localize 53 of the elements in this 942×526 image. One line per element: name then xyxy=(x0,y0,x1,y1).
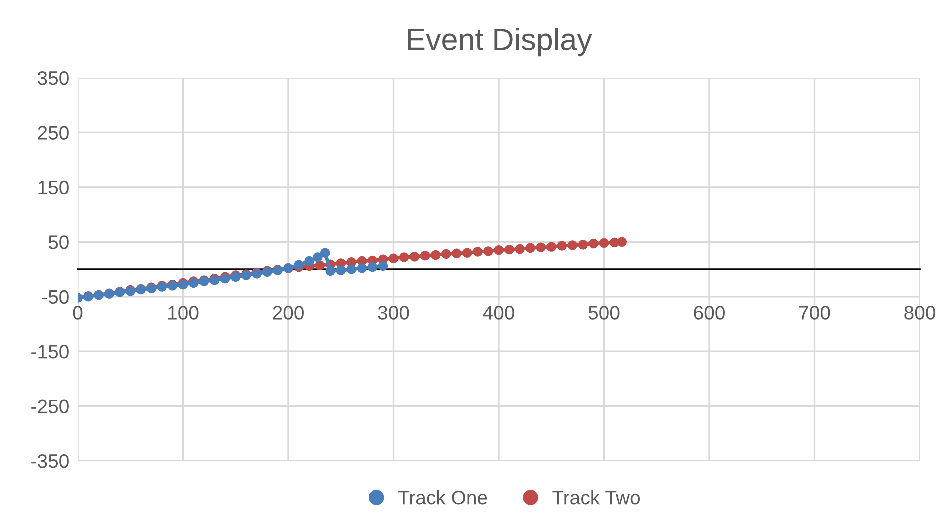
x-tick-label: 500 xyxy=(588,306,620,320)
point xyxy=(399,252,410,262)
point xyxy=(388,254,399,264)
point xyxy=(484,246,494,256)
x-tick-label: 200 xyxy=(273,306,304,320)
y-tick-label: 250 xyxy=(38,126,69,140)
x-tick-label: 300 xyxy=(378,306,410,320)
point xyxy=(452,248,462,258)
y-tick-label: 50 xyxy=(48,236,69,250)
point xyxy=(526,243,536,254)
point xyxy=(546,242,556,252)
point xyxy=(430,250,441,260)
point xyxy=(536,242,546,252)
point xyxy=(578,240,588,250)
x-tick-label: 700 xyxy=(800,306,830,320)
x-tick-label: 0 xyxy=(73,306,83,320)
x-tick-label: 100 xyxy=(168,306,199,320)
point xyxy=(315,260,325,271)
y-tick-label: -50 xyxy=(42,290,69,304)
point xyxy=(568,240,578,250)
point xyxy=(346,264,357,274)
point xyxy=(617,237,628,248)
point xyxy=(442,249,452,260)
point xyxy=(462,248,472,258)
point xyxy=(336,266,346,276)
y-tick-label: -150 xyxy=(32,345,69,359)
point xyxy=(588,238,599,249)
y-tick-label: -250 xyxy=(32,400,69,414)
legend-label: Track One xyxy=(398,490,488,505)
point xyxy=(515,244,525,254)
point xyxy=(313,252,323,262)
point xyxy=(557,241,568,251)
y-tick-label: 350 xyxy=(38,71,69,86)
point xyxy=(357,264,368,274)
y-tick-label: -350 xyxy=(32,454,69,468)
chart-title: Event Display xyxy=(408,28,592,57)
x-tick-label: 400 xyxy=(483,306,514,320)
point xyxy=(420,250,430,261)
point xyxy=(368,262,378,272)
point xyxy=(326,266,336,276)
point xyxy=(494,245,504,256)
point xyxy=(473,247,483,257)
point xyxy=(294,260,304,270)
legend-label: Track Two xyxy=(552,490,640,505)
point xyxy=(304,256,314,266)
y-tick-label: 150 xyxy=(38,180,69,195)
x-tick-label: 800 xyxy=(904,306,936,320)
x-tick-label: 600 xyxy=(694,306,725,320)
point xyxy=(504,244,514,255)
point xyxy=(410,252,420,262)
point xyxy=(599,238,610,248)
point xyxy=(320,248,330,258)
point xyxy=(378,261,388,272)
